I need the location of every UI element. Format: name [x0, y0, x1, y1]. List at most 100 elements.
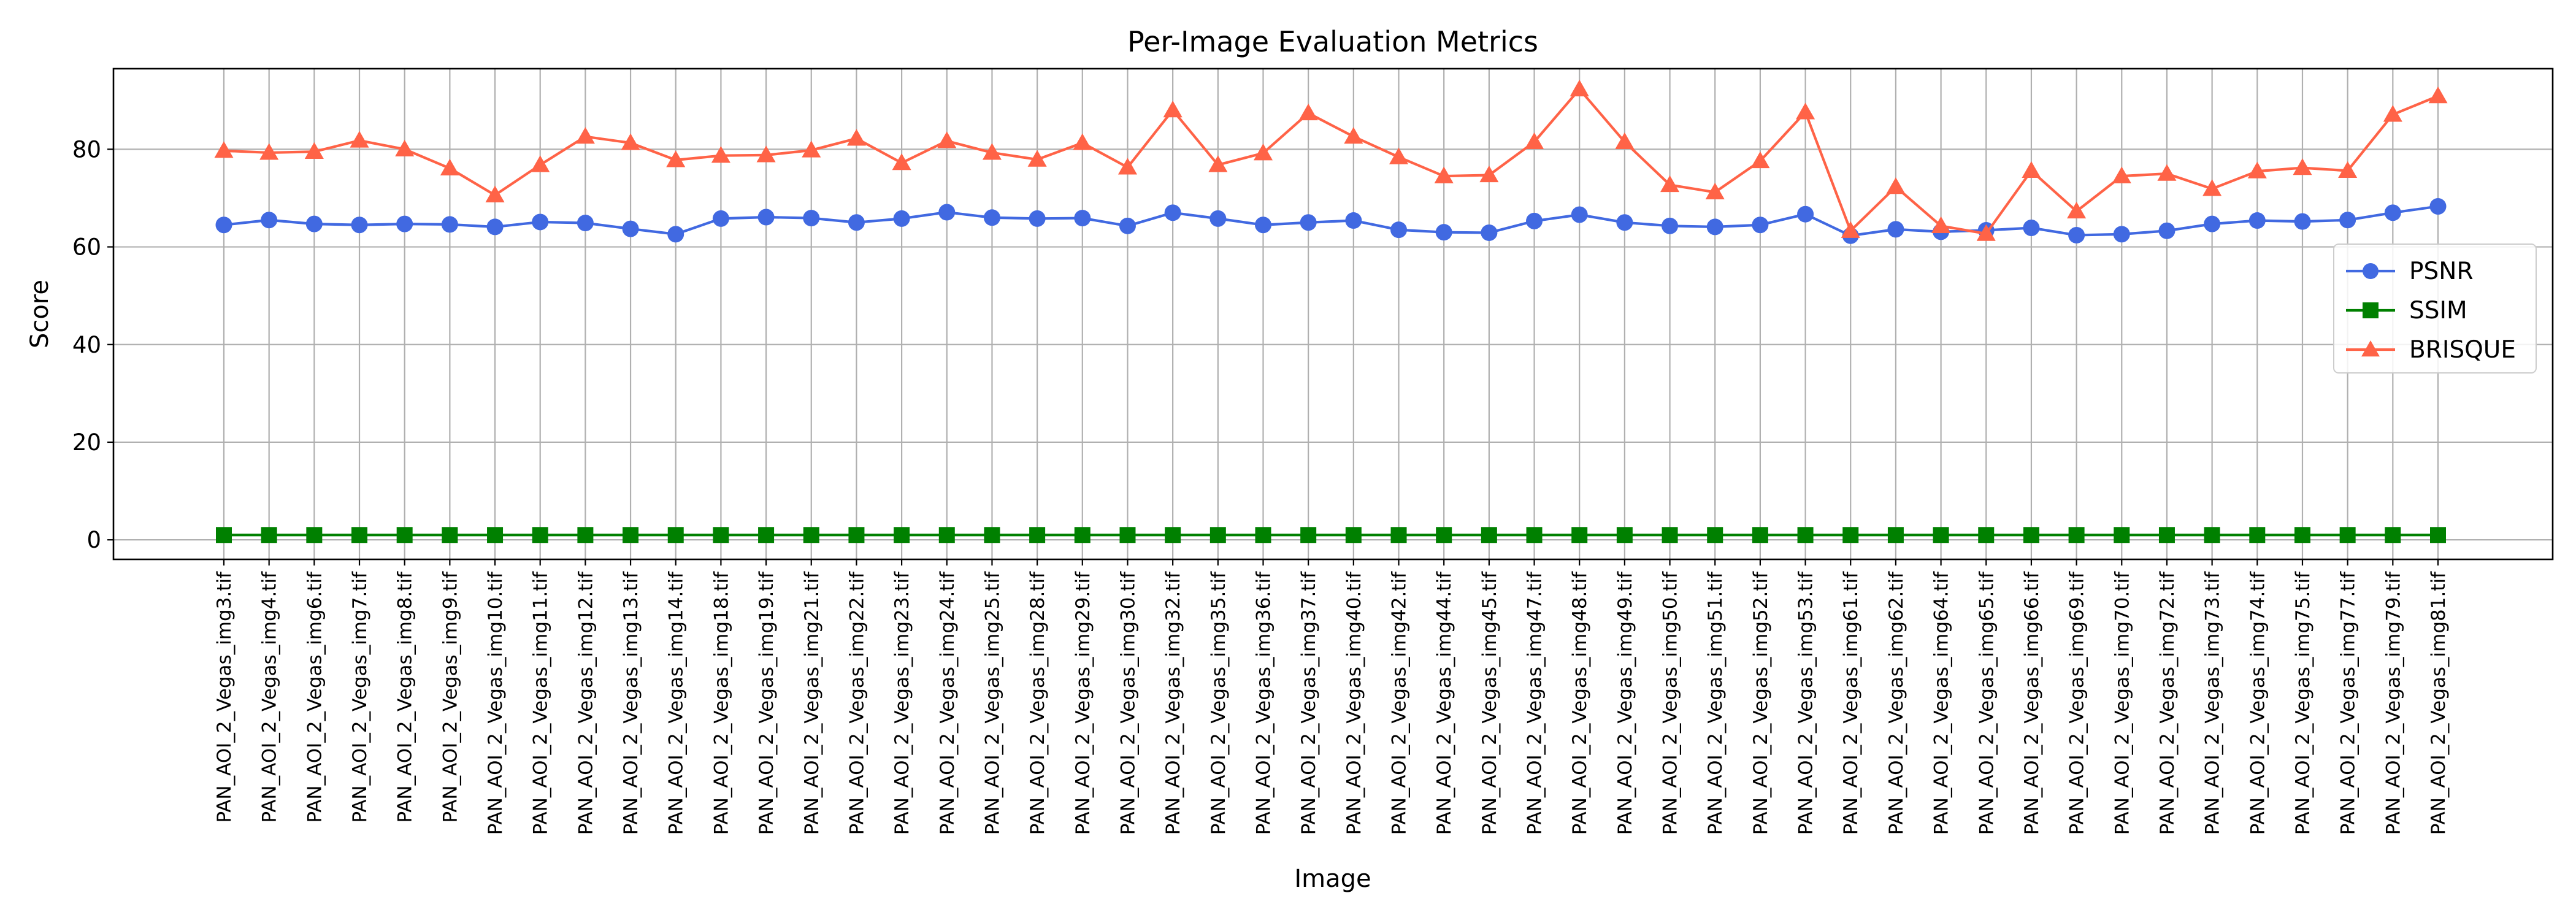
data-point-psnr	[532, 213, 549, 231]
legend-marker-ssim	[2363, 302, 2379, 318]
data-point-psnr	[848, 214, 865, 231]
data-point-ssim	[1209, 527, 1226, 543]
chart-title: Per-Image Evaluation Metrics	[1127, 25, 1538, 58]
x-tick-label: PAN_AOI_2_Vegas_img21.tif	[801, 571, 823, 835]
x-tick-label: PAN_AOI_2_Vegas_img53.tif	[1795, 571, 1817, 835]
data-point-psnr	[577, 215, 594, 232]
data-point-psnr	[803, 210, 820, 227]
data-point-psnr	[2068, 226, 2085, 243]
data-point-ssim	[487, 527, 504, 543]
data-point-ssim	[1255, 527, 1271, 543]
data-point-ssim	[1887, 527, 1904, 543]
x-tick-label: PAN_AOI_2_Vegas_img42.tif	[1389, 571, 1411, 835]
data-point-ssim	[2068, 527, 2085, 543]
data-point-brisque	[1705, 182, 1725, 200]
legend-box	[2333, 243, 2537, 374]
data-point-ssim	[2294, 527, 2310, 543]
data-point-ssim	[261, 527, 277, 543]
data-point-psnr	[1300, 214, 1317, 231]
data-point-ssim	[1662, 527, 1678, 543]
x-tick-label: PAN_AOI_2_Vegas_img77.tif	[2337, 571, 2359, 835]
data-point-ssim	[216, 527, 232, 543]
x-tick-label: PAN_AOI_2_Vegas_img29.tif	[1072, 571, 1094, 835]
data-point-brisque	[1886, 177, 1906, 194]
data-point-ssim	[2430, 527, 2446, 543]
data-point-brisque	[1073, 133, 1092, 150]
series-brisque	[214, 79, 2448, 241]
data-point-ssim	[803, 527, 819, 543]
data-point-ssim	[1436, 527, 1452, 543]
data-point-brisque	[1525, 132, 1544, 150]
data-point-psnr	[396, 215, 413, 232]
data-point-psnr	[1435, 224, 1452, 241]
data-point-psnr	[2429, 197, 2447, 215]
data-point-brisque	[711, 146, 730, 163]
x-tick-label: PAN_AOI_2_Vegas_img19.tif	[756, 571, 778, 835]
x-tick-label: PAN_AOI_2_Vegas_img8.tif	[394, 571, 416, 823]
data-point-ssim	[984, 527, 1000, 543]
data-point-ssim	[667, 527, 684, 543]
x-tick-label: PAN_AOI_2_Vegas_img37.tif	[1298, 571, 1320, 835]
data-point-psnr	[1254, 217, 1271, 234]
x-tick-label: PAN_AOI_2_Vegas_img6.tif	[304, 571, 326, 823]
data-point-brisque	[756, 145, 776, 163]
data-point-ssim	[1029, 527, 1046, 543]
data-point-psnr	[1706, 218, 1723, 236]
x-tick-label: PAN_AOI_2_Vegas_img73.tif	[2202, 571, 2224, 835]
series-line-brisque	[223, 88, 2439, 236]
data-point-psnr	[2158, 222, 2175, 239]
x-tick-label: PAN_AOI_2_Vegas_img45.tif	[1479, 571, 1501, 835]
data-point-psnr	[1571, 206, 1588, 223]
data-series	[214, 79, 2448, 543]
grid-lines	[113, 69, 2553, 559]
data-point-ssim	[1119, 527, 1136, 543]
data-point-psnr	[757, 209, 775, 226]
data-point-ssim	[1165, 527, 1181, 543]
data-point-brisque	[531, 155, 550, 172]
data-point-brisque	[1660, 175, 1680, 193]
x-tick-label: PAN_AOI_2_Vegas_img74.tif	[2247, 571, 2269, 835]
legend-label-ssim: SSIM	[2409, 297, 2467, 324]
data-point-ssim	[1752, 527, 1768, 543]
data-point-ssim	[758, 527, 775, 543]
data-point-brisque	[2022, 161, 2041, 178]
data-point-psnr	[622, 220, 639, 237]
x-tick-label: PAN_AOI_2_Vegas_img61.tif	[1840, 571, 1862, 835]
x-tick-label: PAN_AOI_2_Vegas_img62.tif	[1885, 571, 1907, 835]
data-point-psnr	[1526, 212, 1543, 229]
data-point-brisque	[621, 133, 640, 150]
data-point-brisque	[2338, 161, 2358, 178]
y-axis: 0 20 40 60 80	[72, 136, 113, 553]
data-point-ssim	[1842, 527, 1859, 543]
data-point-brisque	[982, 143, 1002, 160]
data-point-ssim	[1390, 527, 1407, 543]
data-point-brisque	[1976, 224, 1996, 241]
data-point-psnr	[2384, 204, 2401, 221]
data-point-brisque	[1253, 144, 1273, 161]
data-point-ssim	[2204, 527, 2220, 543]
data-point-brisque	[2428, 86, 2448, 104]
data-point-psnr	[1029, 210, 1046, 227]
x-tick-label: PAN_AOI_2_Vegas_img44.tif	[1433, 571, 1455, 835]
data-point-brisque	[1570, 79, 1589, 97]
data-point-brisque	[666, 150, 686, 167]
data-point-brisque	[1208, 155, 1228, 172]
data-point-ssim	[2249, 527, 2266, 543]
data-point-brisque	[2247, 161, 2267, 178]
data-point-ssim	[2158, 527, 2175, 543]
x-tick-label: PAN_AOI_2_Vegas_img52.tif	[1750, 571, 1772, 835]
legend-label-brisque: BRISQUE	[2409, 336, 2516, 364]
x-tick-label: PAN_AOI_2_Vegas_img11.tif	[530, 571, 552, 835]
x-tick-label: PAN_AOI_2_Vegas_img72.tif	[2156, 571, 2179, 835]
y-tick-label: 80	[72, 136, 101, 163]
data-point-psnr	[305, 215, 323, 232]
data-point-ssim	[577, 527, 594, 543]
data-point-brisque	[1389, 147, 1409, 164]
x-tick-label: PAN_AOI_2_Vegas_img32.tif	[1162, 571, 1184, 835]
x-tick-label: PAN_AOI_2_Vegas_img64.tif	[1931, 571, 1953, 835]
data-point-brisque	[2112, 166, 2131, 183]
x-tick-label: PAN_AOI_2_Vegas_img9.tif	[439, 571, 461, 823]
data-point-brisque	[892, 153, 911, 171]
data-point-psnr	[1074, 210, 1091, 227]
data-point-psnr	[2294, 213, 2311, 230]
